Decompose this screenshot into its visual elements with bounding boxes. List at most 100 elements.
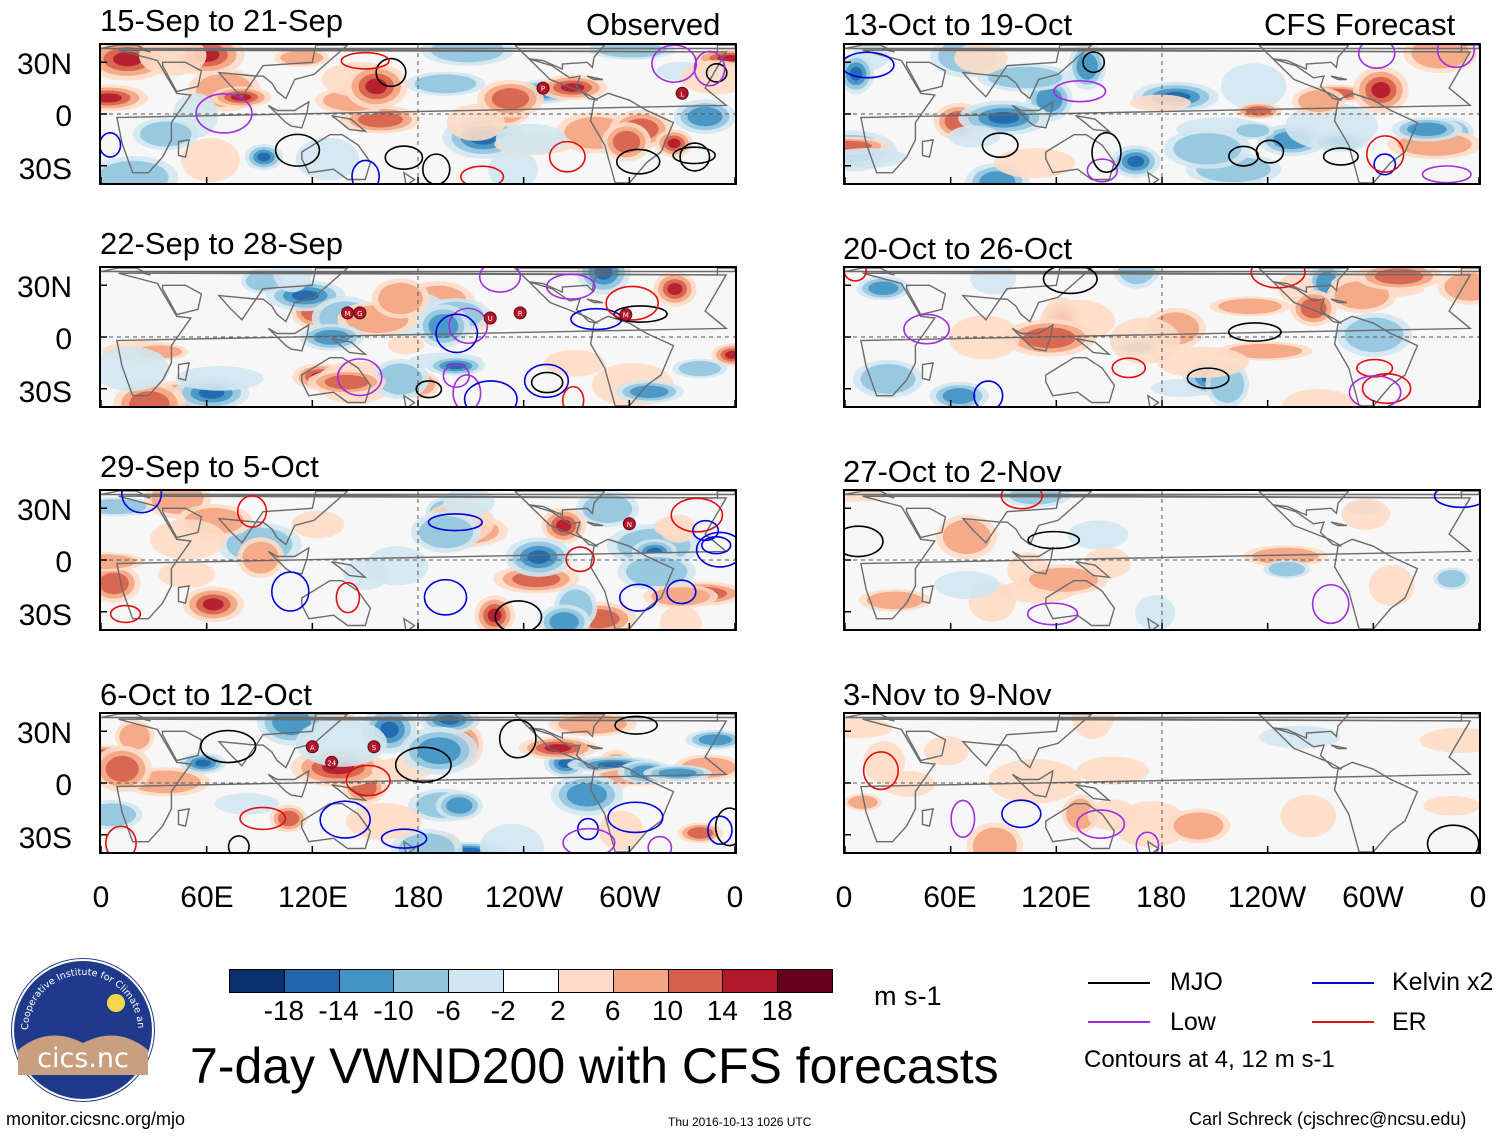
main-title: 7-day VWND200 with CFS forecasts (190, 1038, 999, 1094)
wind-anomaly-shade (845, 718, 893, 739)
er-contour (459, 165, 505, 183)
low-contour (1086, 158, 1119, 183)
wind-anomaly-shade (101, 554, 137, 570)
coastline (1045, 579, 1116, 627)
wind-anomaly-shade (1374, 268, 1424, 285)
er-contour (845, 268, 868, 282)
er-contour (335, 581, 361, 614)
coastline (301, 802, 372, 850)
kelvin-contour (692, 519, 720, 542)
mjo-contour (845, 525, 884, 558)
low-contour (1311, 583, 1350, 625)
wind-anomaly-shade (488, 149, 538, 183)
coastline (161, 284, 203, 316)
legend-label-er: ER (1392, 1008, 1427, 1036)
coastline (586, 75, 604, 81)
svg-text:A: A (310, 744, 315, 752)
wind-anomaly-shade (942, 519, 991, 555)
mjo-contour (613, 305, 668, 323)
colorbar-tick-label: -2 (490, 995, 516, 1026)
legend-line-low (1088, 1021, 1150, 1023)
coastline (528, 281, 598, 324)
wind-anomaly-shade (1228, 343, 1303, 359)
coastline (961, 517, 1002, 544)
wind-anomaly-shade (845, 147, 908, 168)
wind-anomaly-shade (1371, 82, 1391, 99)
wind-anomaly-shade (214, 793, 280, 815)
coastline (589, 761, 675, 852)
kelvin-contour (618, 583, 658, 612)
wind-anomaly-shade (868, 281, 899, 296)
colorbar-tick-label: 18 (761, 995, 793, 1026)
coastline (1075, 784, 1112, 802)
x-label-left-180: 180 (392, 881, 444, 914)
x-label-right-120e: 120E (1020, 881, 1092, 914)
wind-anomaly-shade (295, 137, 360, 181)
wind-anomaly-shade (414, 74, 477, 94)
coastline (161, 507, 203, 539)
coastline (998, 45, 1093, 100)
kelvin-contour (351, 159, 380, 183)
panel-title-obs-2: 22-Sep to 28-Sep (100, 226, 344, 261)
legend-label-kelvin: Kelvin x2 (1392, 968, 1494, 996)
map-panel-fcst-4 (843, 712, 1481, 854)
low-contour (1436, 45, 1475, 69)
wind-anomaly-shade (101, 499, 147, 515)
y-label-eq-row4: 0 (55, 769, 72, 802)
colorbar-swatch (448, 969, 505, 993)
coastline (177, 808, 190, 827)
wind-anomaly-shade (947, 125, 1001, 148)
coastline (161, 730, 203, 762)
x-label-left-0-end: 0 (726, 881, 744, 914)
kelvin-contour (695, 531, 735, 568)
x-label-left-60w: 60W (599, 881, 661, 914)
colorbar-swatch (229, 969, 285, 993)
coastline (1272, 281, 1342, 324)
coastline (998, 714, 1093, 769)
wind-anomaly-shade (979, 171, 1016, 183)
mjo-contour (672, 146, 716, 165)
mjo-contour (714, 807, 735, 847)
coastline (586, 298, 604, 304)
wind-anomaly-shade (357, 111, 403, 128)
svg-text:R: R (518, 310, 523, 318)
coastline (177, 139, 190, 158)
coastline (589, 92, 675, 183)
kelvin-contour (666, 579, 697, 605)
panel-title-obs-1: 15-Sep to 21-Sep (100, 3, 344, 38)
wind-anomaly-shade (866, 591, 924, 610)
kelvin-contour (845, 51, 895, 79)
wind-anomaly-shade (1156, 346, 1249, 378)
wind-anomaly-shade (129, 391, 170, 406)
x-label-right-60e: 60E (923, 881, 977, 914)
low-contour (195, 93, 253, 134)
kelvin-contour (523, 363, 570, 399)
coastline (1333, 761, 1419, 852)
x-label-right-60w: 60W (1342, 881, 1404, 914)
coastline (331, 338, 368, 356)
y-label-eq-row3: 0 (55, 546, 72, 579)
colorbar-tick-label: -14 (318, 995, 359, 1026)
coastline (586, 744, 604, 750)
coastline (1333, 92, 1419, 183)
wind-anomaly-shade (1423, 796, 1479, 816)
low-contour (545, 273, 596, 300)
mjo-contour (1082, 51, 1106, 74)
footer-url[interactable]: monitor.cicsnc.org/mjo (6, 1109, 186, 1129)
mjo-contour (1027, 530, 1081, 550)
wind-anomaly-shade (387, 335, 425, 355)
coastline (1045, 802, 1116, 850)
coastline (101, 45, 735, 53)
mjo-contour (615, 148, 661, 175)
er-contour (340, 51, 390, 70)
er-contour (561, 385, 585, 406)
y-label-30s-row1: 30S (18, 153, 72, 186)
coastline (254, 714, 349, 769)
storm-marker-g: G (353, 306, 367, 320)
wind-anomaly-shade (544, 349, 605, 377)
coastline (921, 139, 934, 158)
mjo-contour (530, 371, 564, 394)
coastline (217, 294, 258, 321)
y-label-30n-row1: 30N (16, 48, 72, 81)
